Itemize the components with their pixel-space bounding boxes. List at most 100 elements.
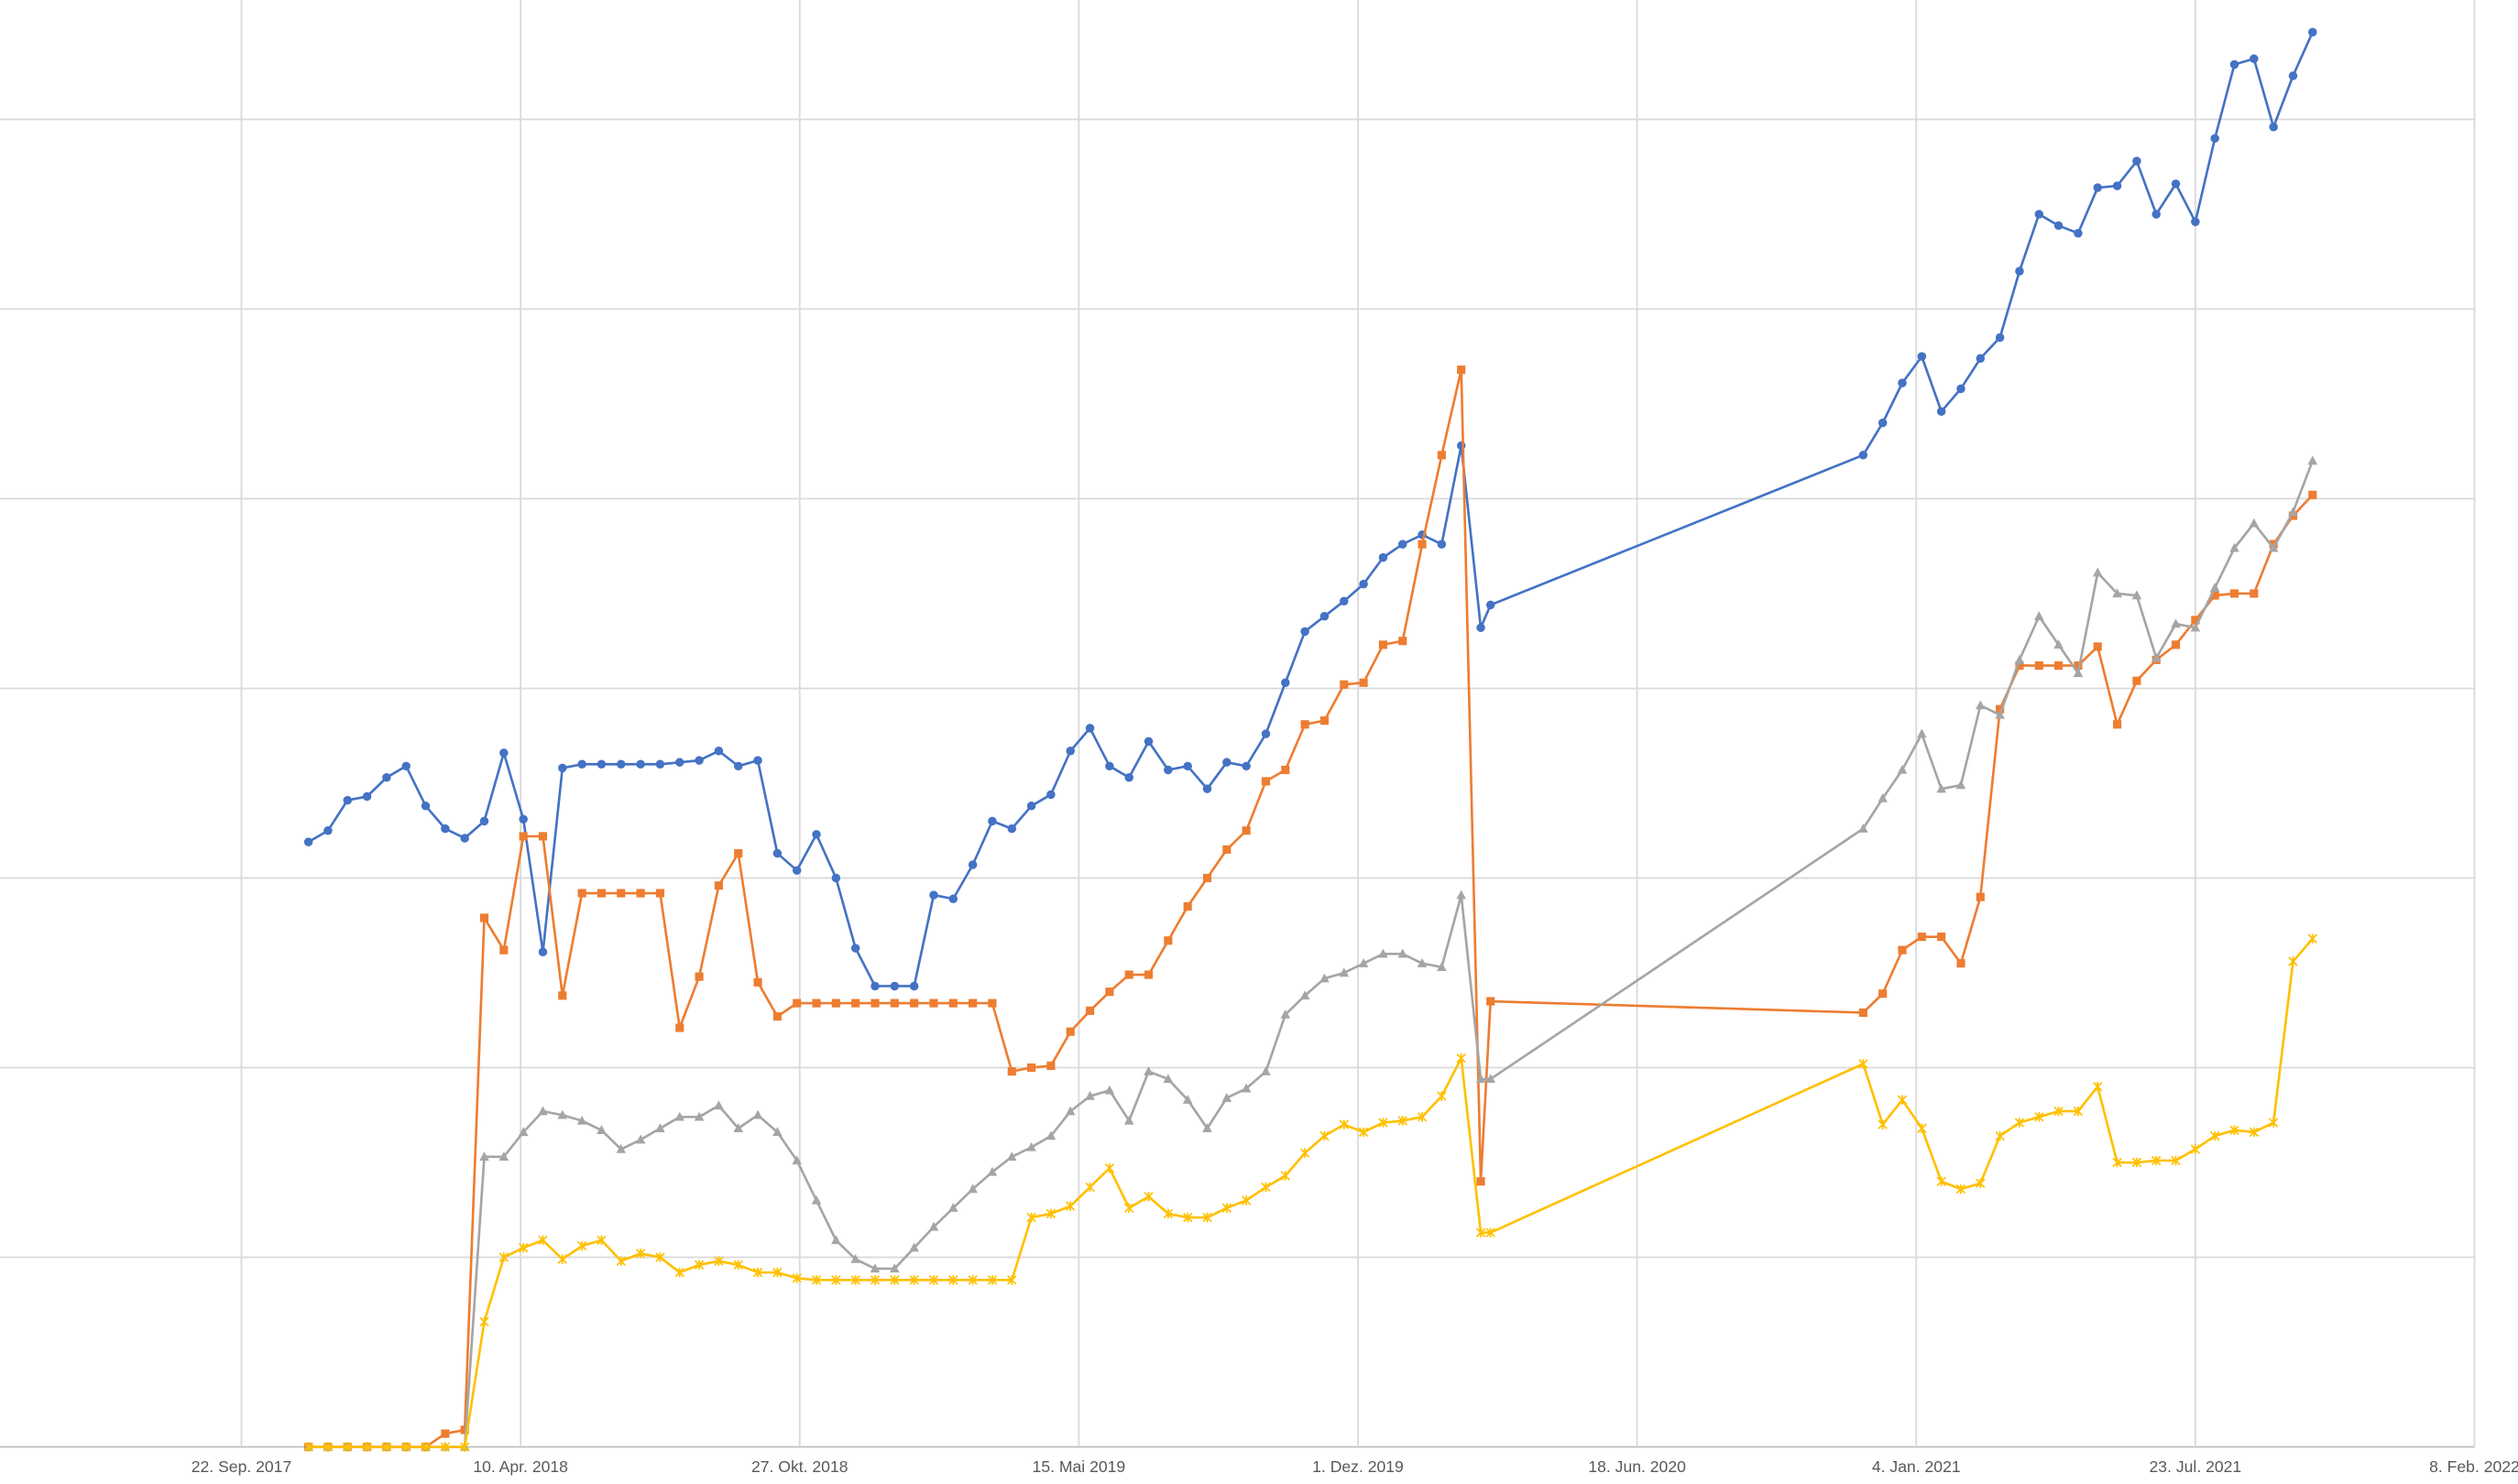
marker — [1917, 933, 1926, 942]
marker — [2053, 1106, 2064, 1117]
marker — [2190, 1144, 2201, 1154]
marker — [1261, 1066, 1271, 1075]
marker — [1280, 1009, 1291, 1019]
marker — [1164, 765, 1173, 775]
marker — [558, 991, 567, 1000]
marker — [617, 889, 626, 898]
marker — [2307, 455, 2318, 465]
marker — [1221, 1203, 1232, 1213]
marker — [2229, 589, 2239, 598]
marker — [1300, 627, 1309, 637]
marker — [2249, 518, 2260, 528]
marker — [421, 1442, 431, 1452]
marker — [1085, 1090, 1095, 1100]
marker — [1183, 761, 1192, 771]
marker — [1996, 704, 2005, 714]
marker — [968, 1184, 978, 1194]
marker — [635, 1134, 646, 1144]
marker — [831, 873, 841, 883]
marker — [675, 1023, 684, 1032]
marker — [850, 1253, 860, 1263]
marker — [1878, 1119, 1888, 1129]
series — [303, 27, 2317, 991]
marker — [1476, 623, 1485, 632]
marker — [2288, 507, 2298, 517]
marker — [2053, 221, 2064, 231]
marker — [1065, 1106, 1076, 1116]
marker — [1144, 737, 1154, 747]
marker — [1144, 1066, 1154, 1075]
marker — [928, 1275, 939, 1285]
marker — [538, 832, 548, 841]
marker — [2210, 1130, 2220, 1141]
marker — [948, 894, 958, 903]
marker — [2034, 210, 2044, 219]
marker — [2073, 1106, 2084, 1117]
marker — [343, 1442, 353, 1452]
marker — [2053, 639, 2064, 649]
marker — [988, 816, 997, 826]
marker — [1124, 1203, 1134, 1213]
marker — [1936, 1176, 1946, 1186]
marker — [870, 981, 880, 991]
marker — [1878, 792, 1888, 802]
marker — [441, 824, 450, 834]
marker — [362, 1442, 372, 1452]
marker — [772, 1267, 783, 1278]
marker — [909, 1242, 919, 1252]
marker — [1398, 637, 1407, 646]
marker — [831, 1275, 841, 1285]
marker — [2132, 157, 2141, 166]
marker — [2054, 661, 2064, 671]
marker — [1066, 1201, 1076, 1211]
marker — [714, 1256, 724, 1266]
marker — [792, 1273, 802, 1283]
marker — [1976, 892, 1985, 901]
marker — [694, 1111, 705, 1121]
x-tick-label: 18. Jun. 2020 — [1588, 1457, 1686, 1476]
marker — [734, 848, 743, 858]
marker — [910, 998, 919, 1008]
marker — [1281, 765, 1290, 775]
marker — [1026, 1141, 1036, 1151]
marker — [635, 1249, 646, 1259]
marker — [1359, 678, 1368, 687]
marker — [1897, 1095, 1908, 1105]
marker — [1898, 945, 1907, 955]
marker — [2093, 183, 2103, 192]
marker — [1486, 997, 1495, 1006]
marker — [2269, 122, 2278, 132]
marker — [1858, 824, 1868, 833]
marker — [792, 866, 802, 875]
marker — [968, 1275, 978, 1285]
marker — [616, 1143, 627, 1153]
marker — [498, 1151, 509, 1162]
marker — [1878, 418, 1888, 428]
marker — [460, 1442, 470, 1452]
marker — [2112, 181, 2122, 191]
marker — [1202, 873, 1212, 883]
marker — [1300, 720, 1309, 729]
marker — [1299, 990, 1310, 1000]
marker — [1007, 1275, 1017, 1285]
marker — [811, 1195, 822, 1205]
marker — [1858, 451, 1868, 460]
marker — [1261, 1182, 1271, 1193]
marker — [519, 814, 528, 824]
marker — [636, 889, 645, 898]
marker — [597, 759, 607, 769]
marker — [519, 832, 528, 841]
marker — [1123, 1115, 1134, 1125]
marker — [576, 1240, 587, 1251]
marker — [2190, 622, 2201, 632]
marker — [1222, 845, 1232, 854]
marker — [948, 1275, 958, 1285]
marker — [1202, 1212, 1212, 1223]
marker — [1340, 680, 1349, 689]
marker — [1339, 967, 1350, 977]
marker — [577, 759, 586, 769]
marker — [909, 1275, 919, 1285]
marker — [2250, 589, 2259, 598]
marker — [1456, 1053, 1466, 1064]
marker — [1026, 1212, 1036, 1223]
